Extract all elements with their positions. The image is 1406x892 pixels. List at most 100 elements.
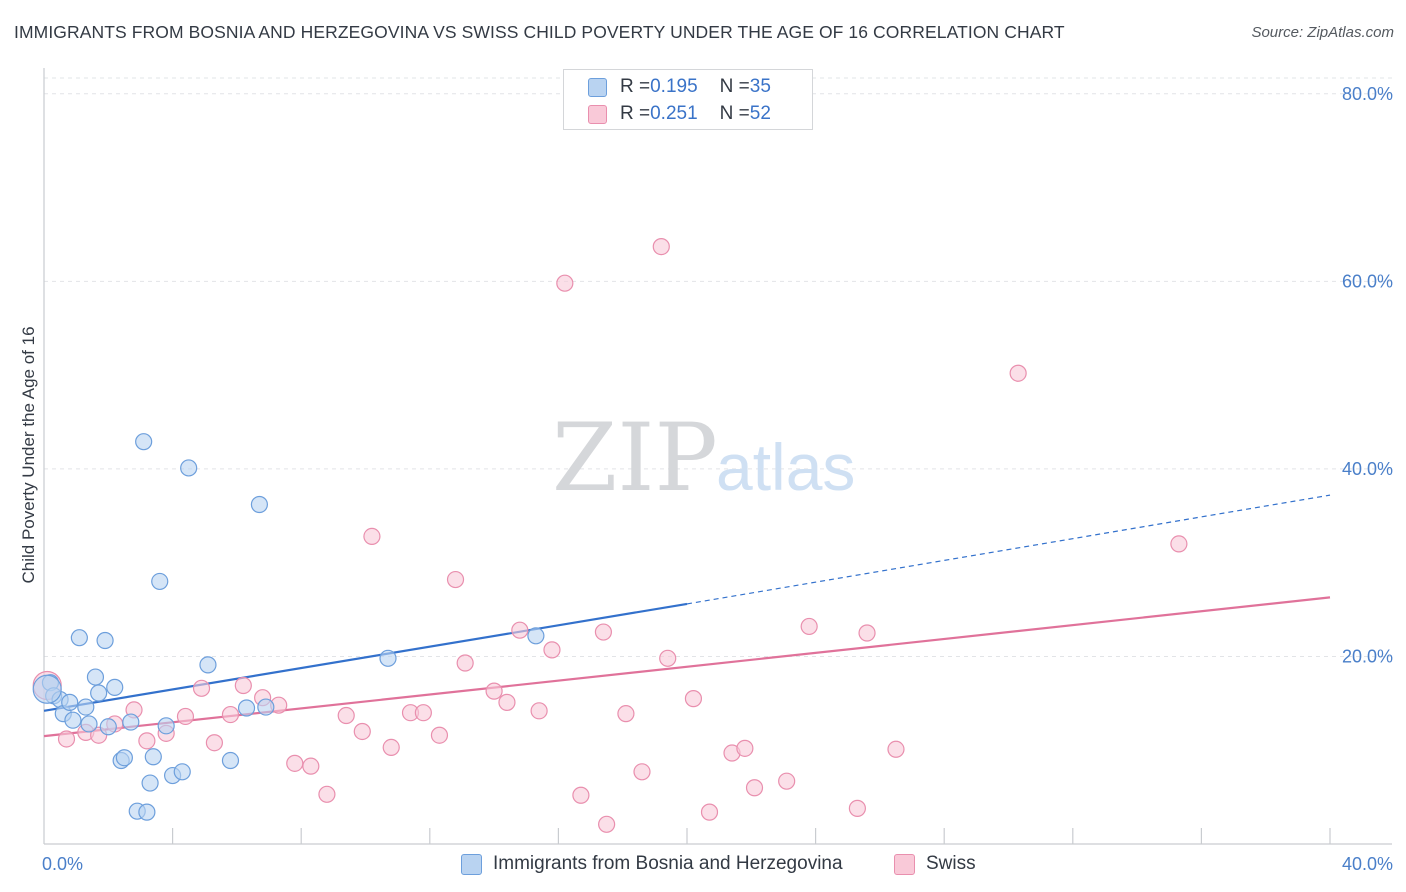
swiss-point <box>572 786 590 804</box>
swiss-point <box>594 623 613 641</box>
bottom-legend-swatch-pink <box>894 853 915 875</box>
swiss-point <box>543 641 561 659</box>
y-tick-label: 60.0% <box>1342 271 1393 291</box>
swiss-point <box>363 527 381 546</box>
swiss-point <box>138 732 156 750</box>
x-tick-label: 40.0% <box>1342 854 1393 874</box>
tick-labels: 20.0% 40.0% 60.0% 80.0% 0.0% 40.0% <box>42 84 1393 874</box>
swiss-point <box>1170 535 1188 553</box>
bosnia-point <box>141 774 159 792</box>
bosnia-point <box>64 711 82 729</box>
swiss-point <box>192 679 211 697</box>
swiss-point <box>205 734 223 752</box>
legend-n-value: 35 <box>749 76 771 97</box>
swiss-point <box>446 570 465 589</box>
swiss-point <box>778 772 796 790</box>
swiss-point <box>700 803 719 821</box>
legend-n-label: N = <box>719 76 750 97</box>
bosnia-point <box>151 572 169 591</box>
bosnia-point <box>173 763 191 781</box>
bosnia-point <box>32 674 62 704</box>
legend: R = 0.195 N = 35 R = 0.251 N = 52 <box>563 69 813 130</box>
bottom-legend-label-swiss: Swiss <box>926 853 976 874</box>
bosnia-point <box>86 668 105 686</box>
trend-line-swiss <box>43 596 1331 738</box>
swiss-point <box>598 815 616 833</box>
swiss-point <box>652 238 670 256</box>
swiss-point <box>318 785 336 803</box>
trend-line-bosnia-extension <box>686 494 1331 605</box>
swiss-point <box>511 621 529 639</box>
swiss-point <box>633 763 651 781</box>
bosnia-point <box>221 751 240 770</box>
y-tick-label: 40.0% <box>1342 459 1393 479</box>
bosnia-point <box>90 684 108 702</box>
swiss-point <box>848 799 866 817</box>
watermark: ZIP atlas <box>552 404 855 513</box>
swiss-point <box>530 702 548 720</box>
bosnia-point <box>138 803 156 821</box>
bottom-legend-bosnia: Immigrants from Bosnia and Herzegovina <box>461 852 843 876</box>
axes <box>43 68 1392 845</box>
bosnia-point <box>144 748 162 766</box>
swiss-point <box>736 739 754 757</box>
legend-row-swiss: R = 0.251 N = 52 <box>588 102 771 126</box>
bosnia-point <box>250 495 269 514</box>
bosnia-point <box>80 715 98 733</box>
swiss-point <box>617 705 635 723</box>
y-tick-label: 80.0% <box>1342 84 1393 104</box>
swiss-point <box>57 730 76 748</box>
bosnia-point <box>199 656 217 674</box>
legend-n-label: N = <box>719 103 750 124</box>
bosnia-point <box>237 699 256 717</box>
swiss-point <box>498 693 516 711</box>
swiss-point <box>485 682 503 700</box>
trend-lines <box>43 494 1331 738</box>
bosnia-point <box>77 698 95 716</box>
legend-r-label: R = <box>620 103 651 124</box>
bosnia-point <box>99 718 117 736</box>
legend-r-value: 0.195 <box>650 76 698 97</box>
bosnia-point <box>527 627 545 645</box>
bosnia-points <box>32 433 545 821</box>
swiss-point <box>858 624 876 642</box>
bottom-legend-swiss: Swiss <box>894 852 976 876</box>
swiss-point <box>556 274 574 292</box>
swiss-point <box>800 617 818 636</box>
gridlines <box>44 77 1392 657</box>
bosnia-point <box>157 717 175 735</box>
swiss-point <box>684 690 703 708</box>
bottom-legend-swatch-blue <box>461 853 482 875</box>
swiss-point <box>337 706 355 725</box>
legend-swatch-pink <box>588 104 607 124</box>
legend-n-value: 52 <box>749 103 771 124</box>
bosnia-point <box>257 698 275 716</box>
bosnia-point <box>135 433 153 451</box>
y-tick-label: 20.0% <box>1342 646 1393 666</box>
watermark-zip: ZIP <box>552 404 718 513</box>
bosnia-point <box>115 749 133 767</box>
chart-title: IMMIGRANTS FROM BOSNIA AND HERZEGOVINA V… <box>14 22 1065 42</box>
bosnia-point <box>96 631 114 650</box>
legend-r-value: 0.251 <box>650 103 698 124</box>
bosnia-point <box>61 693 79 711</box>
bosnia-point <box>106 678 124 696</box>
swiss-point <box>353 722 371 741</box>
bosnia-point <box>379 649 397 667</box>
watermark-atlas: atlas <box>716 430 855 504</box>
swiss-point <box>659 649 677 667</box>
legend-swatch-blue <box>588 77 607 97</box>
swiss-point <box>1009 364 1027 382</box>
legend-r-label: R = <box>620 76 651 97</box>
y-axis-label: Child Poverty Under the Age of 16 <box>19 326 38 583</box>
swiss-point <box>286 754 304 772</box>
swiss-points <box>32 238 1188 833</box>
legend-row-bosnia: R = 0.195 N = 35 <box>588 75 771 99</box>
swiss-point <box>414 704 432 722</box>
swiss-point <box>430 726 449 744</box>
swiss-point <box>234 676 252 695</box>
swiss-point <box>302 757 320 775</box>
x-tick-label: 0.0% <box>42 854 83 874</box>
bosnia-point <box>180 459 198 477</box>
bosnia-point <box>70 629 88 647</box>
